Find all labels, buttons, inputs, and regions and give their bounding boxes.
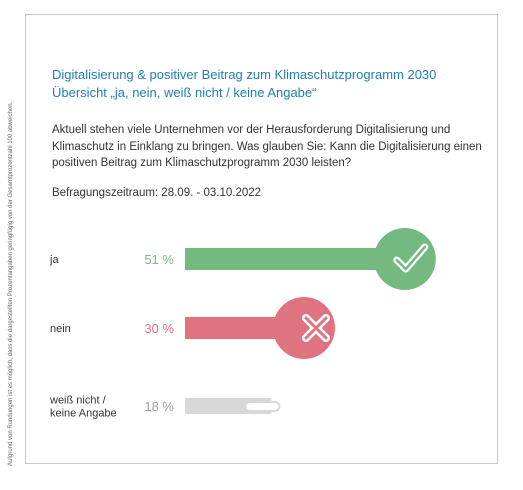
chart-title-line-1: Digitalisierung & positiver Beitrag zum …: [52, 67, 437, 82]
bar-end-circle-1: [273, 297, 335, 359]
value-label-0: 51 %: [144, 252, 174, 267]
value-label-2: 18 %: [144, 399, 174, 414]
category-label-0: ja: [49, 254, 59, 266]
dash-icon: [244, 401, 281, 412]
survey-period: Befragungszeitraum: 28.09. - 03.10.2022: [52, 187, 262, 199]
bar-chart: ja 51 % nein 30 % weiß nicht / keine Angabe 18…: [49, 228, 436, 420]
cross-icon-inner: [304, 316, 328, 340]
rounding-footnote: Aufgrund von Rundungen ist es möglich, d…: [8, 101, 14, 466]
category-label-2: weiß nicht / keine Angabe: [49, 395, 117, 420]
survey-question: Aktuell stehen viele Unternehmen vor der…: [52, 124, 482, 169]
bar-end-circle-0: [373, 228, 436, 290]
category-label-1: nein: [50, 323, 71, 335]
value-label-1: 30 %: [144, 321, 174, 336]
chart-card: Digitalisierung & positiver Beitrag zum …: [25, 14, 498, 464]
bar-0: [185, 248, 430, 270]
chart-title: Digitalisierung & positiver Beitrag zum …: [52, 66, 472, 102]
check-icon-inner: [395, 245, 427, 271]
chart-title-line-2: Übersicht „ja, nein, weiß nicht / keine …: [52, 85, 317, 100]
